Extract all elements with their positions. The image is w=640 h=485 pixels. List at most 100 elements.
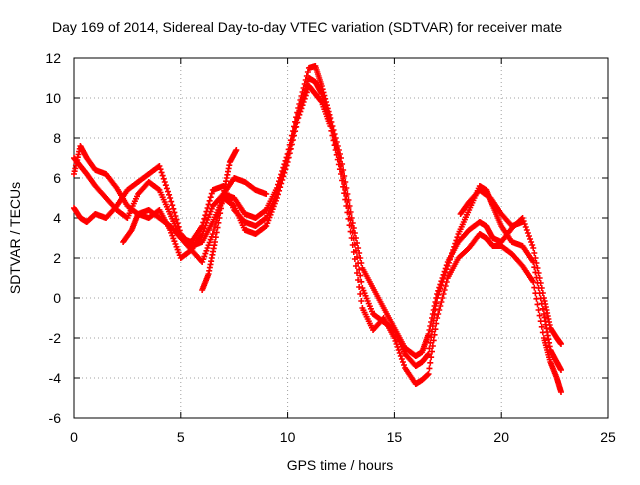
y-tick-label: -6 xyxy=(49,410,62,426)
data-point-marker xyxy=(528,239,535,245)
y-tick-label: 12 xyxy=(45,50,61,66)
data-point-marker xyxy=(289,133,296,139)
data-point-marker xyxy=(201,215,208,222)
data-point-marker xyxy=(332,141,339,147)
data-point-marker xyxy=(452,240,459,247)
data-point-marker xyxy=(432,326,439,333)
data-point-marker xyxy=(532,269,539,276)
data-point-marker xyxy=(170,205,177,212)
data-point-marker xyxy=(440,291,447,297)
data-point-marker xyxy=(392,338,399,344)
data-point-marker xyxy=(283,158,290,165)
data-point-marker xyxy=(216,215,223,221)
tick-layer: 0 5 10 15 20 25 -6 -4 -2 0 2 4 6 8 10 12 xyxy=(45,50,616,445)
data-point-marker xyxy=(299,96,306,103)
marker-layer xyxy=(71,63,565,395)
data-point-marker xyxy=(533,274,540,281)
x-tick-label: 0 xyxy=(70,429,78,445)
y-tick-label: 0 xyxy=(53,290,61,306)
data-point-marker xyxy=(401,362,408,368)
data-point-marker xyxy=(432,306,439,313)
data-point-marker xyxy=(340,175,347,181)
y-tick-label: 2 xyxy=(53,250,61,266)
data-point-marker xyxy=(345,205,352,211)
data-point-marker xyxy=(451,243,458,250)
data-point-marker xyxy=(160,175,167,182)
data-point-marker xyxy=(358,278,365,285)
data-point-marker xyxy=(428,328,435,335)
chart-title: Day 169 of 2014, Sidereal Day-to-day VTE… xyxy=(52,19,562,35)
data-point-marker xyxy=(346,211,353,217)
data-point-marker xyxy=(280,169,287,176)
data-point-marker xyxy=(396,350,403,356)
data-point-marker xyxy=(519,219,526,225)
data-point-marker xyxy=(537,295,544,302)
data-point-marker xyxy=(281,165,288,172)
data-point-marker xyxy=(301,89,308,96)
y-tick-label: 4 xyxy=(53,210,61,226)
data-point-marker xyxy=(279,173,286,179)
y-tick-label: -2 xyxy=(49,330,62,346)
data-point-marker xyxy=(354,270,361,276)
data-point-marker xyxy=(284,155,291,161)
data-point-marker xyxy=(211,239,218,245)
data-point-marker xyxy=(277,180,284,187)
x-tick-label: 20 xyxy=(493,429,509,445)
data-point-marker xyxy=(163,185,170,192)
data-point-marker xyxy=(538,300,545,307)
data-point-marker xyxy=(445,259,452,266)
data-point-marker xyxy=(536,290,543,297)
data-point-marker xyxy=(233,147,240,153)
data-point-marker xyxy=(298,100,305,107)
data-point-marker xyxy=(336,158,343,165)
data-point-marker xyxy=(199,223,206,229)
data-point-marker xyxy=(343,193,350,199)
data-point-marker xyxy=(450,247,457,253)
data-point-marker xyxy=(212,234,219,241)
data-point-marker xyxy=(273,191,280,197)
data-point-marker xyxy=(427,339,434,346)
data-point-marker xyxy=(285,150,292,157)
data-point-marker xyxy=(287,141,294,148)
data-point-marker xyxy=(429,323,436,329)
data-point-marker xyxy=(288,137,295,144)
data-point-marker xyxy=(538,323,545,330)
data-point-marker xyxy=(205,201,212,208)
data-point-marker xyxy=(429,343,436,349)
data-point-marker xyxy=(207,194,214,201)
series-track-5 xyxy=(199,147,240,293)
data-point-marker xyxy=(295,111,302,117)
data-point-marker xyxy=(333,145,340,152)
data-point-marker xyxy=(428,354,435,361)
data-point-marker xyxy=(213,229,220,236)
data-point-marker xyxy=(356,250,363,256)
data-point-marker xyxy=(522,224,529,230)
data-point-marker xyxy=(293,119,300,126)
data-point-marker xyxy=(347,217,354,223)
data-point-marker xyxy=(531,264,538,271)
data-point-marker xyxy=(161,179,168,185)
data-point-marker xyxy=(203,208,210,215)
data-point-marker xyxy=(440,275,447,282)
data-point-marker xyxy=(524,230,531,236)
data-point-marker xyxy=(169,202,176,209)
data-point-marker xyxy=(531,250,538,256)
data-point-marker xyxy=(350,235,357,242)
data-point-marker xyxy=(442,269,449,276)
x-tick-label: 5 xyxy=(177,429,185,445)
data-point-marker xyxy=(200,219,207,226)
data-point-marker xyxy=(303,82,310,89)
data-point-marker xyxy=(453,237,460,244)
data-point-marker xyxy=(339,169,346,175)
data-point-marker xyxy=(437,303,444,309)
data-point-marker xyxy=(164,188,171,195)
x-tick-label: 25 xyxy=(600,429,616,445)
data-point-marker xyxy=(208,190,215,197)
data-point-marker xyxy=(533,260,540,266)
data-point-marker xyxy=(558,341,565,347)
data-point-marker xyxy=(436,288,443,295)
data-point-marker xyxy=(434,315,441,321)
x-tick-label: 15 xyxy=(387,429,403,445)
data-point-marker xyxy=(159,172,166,179)
